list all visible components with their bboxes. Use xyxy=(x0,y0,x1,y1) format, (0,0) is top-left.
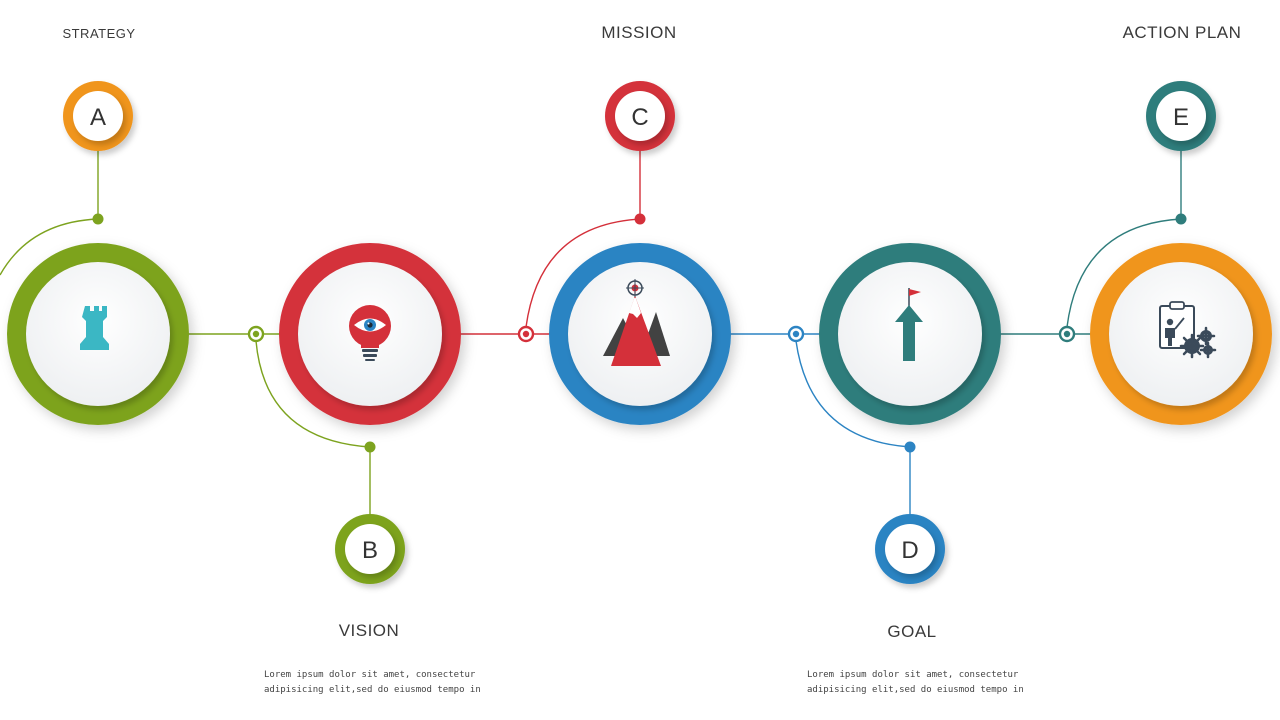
arrow-flag-icon xyxy=(895,288,923,361)
step-title-strategy: STRATEGY xyxy=(62,26,136,41)
badge-a: A xyxy=(63,81,133,151)
connector-ab-node-center xyxy=(252,330,260,338)
badge-letter-d: D xyxy=(901,537,918,564)
step-title-action-plan: ACTION PLAN xyxy=(1122,23,1242,42)
badge-d: D xyxy=(875,514,945,584)
connectors xyxy=(0,150,1187,516)
badge-letter-c: C xyxy=(631,104,648,131)
connector-a-dot xyxy=(92,213,104,225)
step-title-goal: GOAL xyxy=(887,622,937,641)
connector-cd-node-center xyxy=(792,330,800,338)
connector-e-arc xyxy=(1066,218,1182,328)
step-description-goal: Lorem ipsum dolor sit amet, consectetur … xyxy=(807,668,1024,698)
badge-letter-e: E xyxy=(1173,104,1189,131)
badge-c: C xyxy=(605,81,675,151)
description-line: adipisicing elit,sed do eiusmod tempo in xyxy=(807,685,1024,695)
step-title-vision: VISION xyxy=(338,621,400,640)
connector-bc-node-center xyxy=(522,330,530,338)
lightbulb-eye-icon xyxy=(349,305,391,361)
mountain-target-icon xyxy=(603,279,670,366)
description-line: Lorem ipsum dolor sit amet, consectetur xyxy=(264,670,476,680)
connector-de-node-center xyxy=(1063,330,1071,338)
presenter-gears-icon xyxy=(1159,301,1217,359)
step-title-mission: MISSION xyxy=(601,23,677,42)
badge-e: E xyxy=(1146,81,1216,151)
description-line: adipisicing elit,sed do eiusmod tempo in xyxy=(264,685,481,695)
step-description-vision: Lorem ipsum dolor sit amet, consectetur … xyxy=(264,668,481,698)
description-line: Lorem ipsum dolor sit amet, consectetur xyxy=(807,670,1019,680)
badge-b: B xyxy=(335,514,405,584)
badge-letter-a: A xyxy=(90,104,106,131)
badge-letter-b: B xyxy=(362,537,378,564)
connector-c-arc xyxy=(525,218,641,328)
connector-a-arc xyxy=(0,218,99,276)
chess-rook-icon xyxy=(80,306,109,350)
connector-b-arc xyxy=(255,340,371,448)
connector-d-arc xyxy=(795,340,911,448)
letter-badges: A B C D E xyxy=(63,81,1216,584)
